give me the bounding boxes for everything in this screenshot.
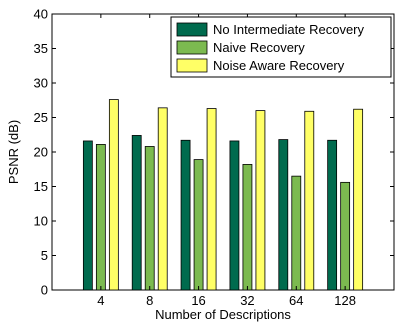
x-tick-label: 8	[146, 293, 153, 308]
legend-label-3: Noise Aware Recovery	[213, 58, 345, 73]
y-tick-label: 15	[34, 179, 48, 194]
y-tick-label: 30	[34, 76, 48, 91]
x-tick-label: 16	[191, 293, 205, 308]
x-tick-label: 128	[334, 293, 356, 308]
bar-3-4	[108, 99, 119, 291]
bar-2-4	[95, 144, 106, 291]
y-axis-label: PSNR (dB)	[6, 120, 21, 184]
bar-2-64	[291, 175, 302, 291]
bar-3-8	[157, 107, 168, 291]
x-tick-label: 4	[97, 293, 104, 308]
x-axis-label: Number of Descriptions	[155, 307, 291, 322]
bar-1-128	[327, 139, 338, 291]
bar-2-32	[242, 164, 253, 291]
legend-swatch-2	[176, 40, 208, 55]
bar-3-32	[255, 110, 266, 291]
y-tick-label: 25	[34, 110, 48, 125]
bar-1-64	[278, 139, 289, 291]
y-ticks-group: 0 5 10 15 20 25 30 35 40	[34, 7, 394, 298]
bar-2-8	[144, 146, 155, 291]
y-tick-label: 20	[34, 145, 48, 160]
x-ticks-group: 4 8 16 32 64 128	[97, 14, 356, 308]
bar-2-16	[193, 159, 204, 291]
bar-2-128	[340, 181, 351, 291]
y-tick-label: 10	[34, 214, 48, 229]
legend-box	[170, 16, 392, 78]
bar-1-32	[229, 140, 240, 291]
legend-swatch-3	[176, 58, 208, 73]
legend: No Intermediate Recovery Naive Recovery No…	[170, 16, 392, 78]
x-tick-label: 32	[240, 293, 254, 308]
bar-3-16	[206, 108, 217, 291]
legend-label-2: Naive Recovery	[213, 40, 305, 55]
bar-3-128	[353, 108, 364, 291]
bar-1-4	[82, 140, 93, 291]
y-tick-label: 40	[34, 7, 48, 22]
x-tick-label: 64	[289, 293, 303, 308]
y-tick-label: 5	[41, 248, 48, 263]
legend-label-1: No Intermediate Recovery	[213, 22, 365, 37]
y-tick-label: 0	[41, 283, 48, 298]
bar-1-8	[131, 135, 142, 291]
legend-swatch-1	[176, 22, 208, 37]
bar-1-16	[180, 139, 191, 291]
y-tick-label: 35	[34, 41, 48, 56]
bar-3-64	[304, 110, 315, 291]
